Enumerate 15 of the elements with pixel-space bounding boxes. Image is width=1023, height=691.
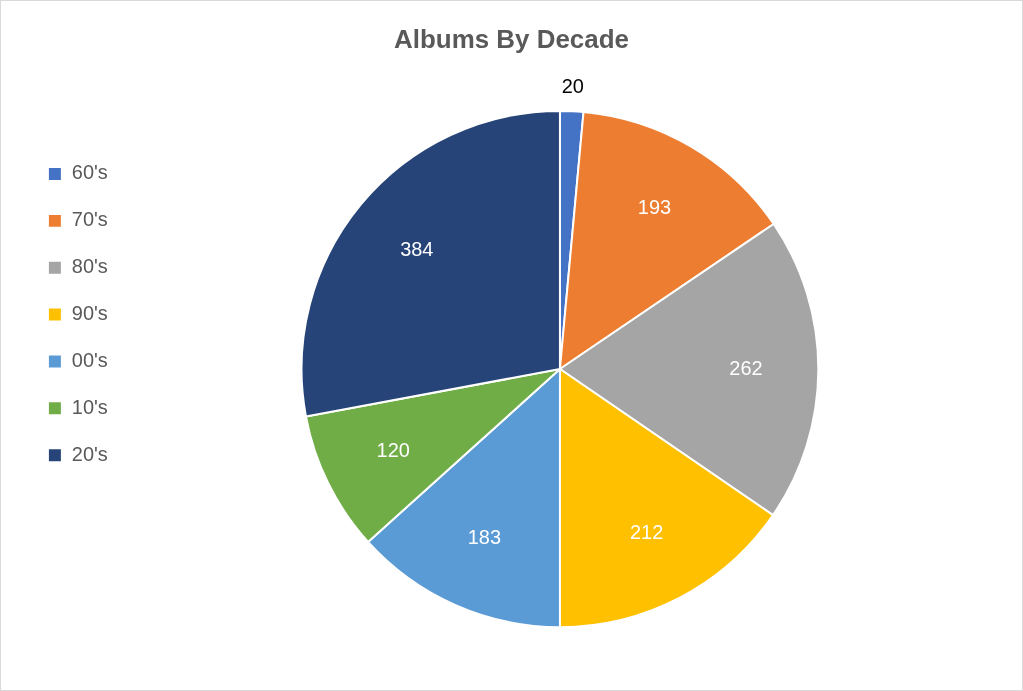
legend-label: 80's bbox=[71, 255, 108, 278]
data-label: 183 bbox=[467, 526, 501, 549]
chart-title: Albums By Decade bbox=[394, 24, 629, 53]
legend-label: 90's bbox=[71, 302, 108, 325]
data-label: 20 bbox=[561, 74, 584, 97]
legend-label: 10's bbox=[71, 395, 108, 418]
legend-label: 70's bbox=[71, 208, 108, 231]
data-label: 262 bbox=[729, 356, 763, 379]
data-label: 193 bbox=[637, 196, 672, 219]
legend-label: 20's bbox=[71, 442, 108, 465]
data-label: 212 bbox=[629, 521, 664, 543]
data-label: 120 bbox=[376, 438, 410, 461]
legend-label: 00's bbox=[71, 348, 108, 371]
data-label: 384 bbox=[400, 237, 434, 260]
legend-label: 60's bbox=[71, 161, 108, 184]
